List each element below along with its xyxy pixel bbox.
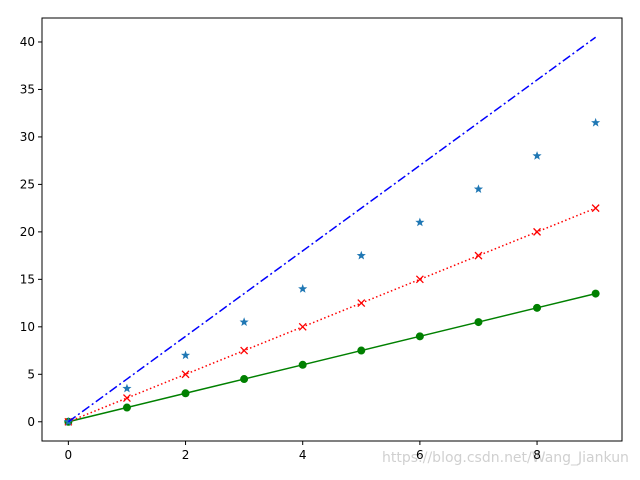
x-tick-label: 2 <box>182 448 190 462</box>
y-tick-label: 5 <box>27 367 35 381</box>
marker <box>533 303 542 312</box>
marker <box>240 346 249 355</box>
marker <box>415 217 425 227</box>
series-line <box>68 207 596 423</box>
marker <box>415 332 424 341</box>
y-tick-label: 40 <box>20 35 35 49</box>
marker <box>181 370 190 379</box>
marker <box>357 299 366 308</box>
marker <box>474 251 483 260</box>
marker <box>532 151 542 160</box>
marker <box>298 360 307 369</box>
marker <box>474 318 483 327</box>
marker <box>473 184 484 194</box>
marker <box>533 227 542 236</box>
x-tick-label: 6 <box>416 448 424 462</box>
marker <box>591 117 601 127</box>
x-tick-label: 0 <box>65 448 73 462</box>
y-tick-label: 25 <box>20 177 35 191</box>
y-tick-label: 10 <box>20 320 35 334</box>
y-tick-label: 0 <box>27 415 35 429</box>
marker <box>357 346 366 355</box>
y-tick-label: 30 <box>20 130 35 144</box>
series-line <box>67 36 597 423</box>
y-tick-label: 15 <box>20 272 35 286</box>
marker <box>298 284 308 293</box>
y-tick-label: 20 <box>20 225 35 239</box>
marker <box>122 383 132 393</box>
y-tick-label: 35 <box>20 82 35 96</box>
marker <box>180 350 191 360</box>
marker <box>356 250 366 260</box>
x-tick-label: 4 <box>299 448 307 462</box>
marker <box>591 289 600 298</box>
x-tick-label: 8 <box>533 448 541 462</box>
plot-frame <box>41 17 623 442</box>
marker <box>122 403 131 412</box>
marker <box>239 317 249 326</box>
marker <box>298 322 307 331</box>
marker <box>240 375 249 384</box>
marker <box>122 394 131 402</box>
marker <box>181 389 190 398</box>
series-line <box>68 292 596 423</box>
watermark: https://blog.csdn.net/Wang_Jiankun <box>382 450 629 466</box>
marker <box>415 275 424 284</box>
marker <box>591 204 600 213</box>
